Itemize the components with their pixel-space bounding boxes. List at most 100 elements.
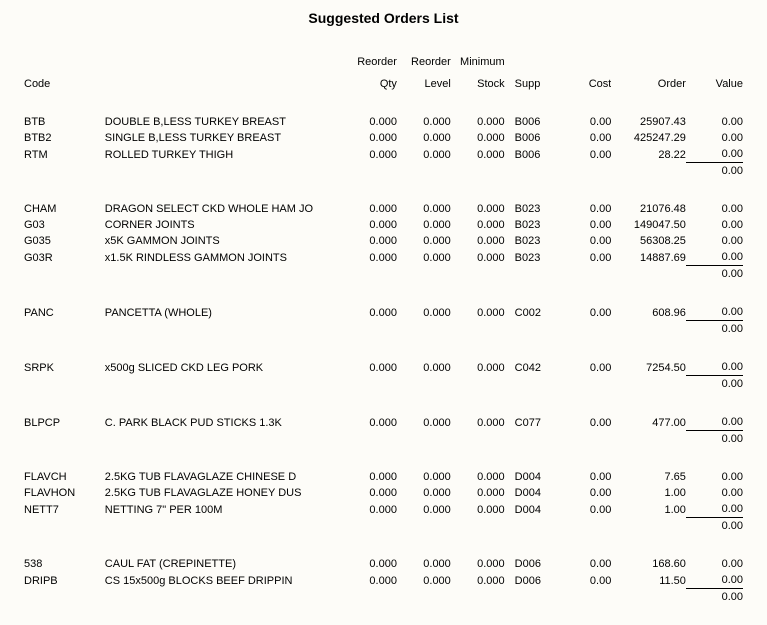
table-row: BTB2SINGLE B,LESS TURKEY BREAST0.0000.00…: [24, 130, 743, 146]
hdr-code: Code: [24, 76, 105, 98]
cell-desc: DRAGON SELECT CKD WHOLE HAM JO: [105, 201, 343, 217]
orders-table: Reorder Reorder Minimum Code Qty Level S…: [24, 54, 743, 605]
cell-cost: 0.00: [554, 359, 611, 376]
cell-reorder-level: 0.000: [397, 114, 451, 130]
cell-cost: 0.00: [554, 114, 611, 130]
cell-order: 28.22: [611, 146, 686, 163]
cell-reorder-qty: 0.000: [343, 556, 397, 572]
cell-value: 0.00: [686, 233, 743, 249]
cell-reorder-qty: 0.000: [343, 572, 397, 589]
cell-supp: B006: [505, 114, 555, 130]
cell-cost: 0.00: [554, 469, 611, 485]
cell-code: G035: [24, 233, 105, 249]
cell-reorder-qty: 0.000: [343, 359, 397, 376]
cell-cost: 0.00: [554, 414, 611, 431]
cell-desc: x1.5K RINDLESS GAMMON JOINTS: [105, 249, 343, 266]
cell-supp: C077: [505, 414, 555, 431]
cell-order: 149047.50: [611, 217, 686, 233]
cell-order: 425247.29: [611, 130, 686, 146]
cell-value: 0.00: [686, 359, 743, 376]
cell-value: 0.00: [686, 201, 743, 217]
cell-desc: NETTING 7" PER 100M: [105, 501, 343, 518]
cell-subtotal: 0.00: [686, 518, 743, 535]
subtotal-row: 0.00: [24, 376, 743, 393]
cell-supp: B023: [505, 217, 555, 233]
cell-order: 56308.25: [611, 233, 686, 249]
cell-code: BLPCP: [24, 414, 105, 431]
cell-subtotal: 0.00: [686, 321, 743, 338]
hdr-order: Order: [611, 76, 686, 98]
cell-code: DRIPB: [24, 572, 105, 589]
cell-reorder-qty: 0.000: [343, 414, 397, 431]
cell-min-stock: 0.000: [451, 485, 505, 501]
cell-reorder-level: 0.000: [397, 201, 451, 217]
cell-min-stock: 0.000: [451, 304, 505, 321]
cell-min-stock: 0.000: [451, 414, 505, 431]
subtotal-row: 0.00: [24, 163, 743, 180]
table-row: PANCPANCETTA (WHOLE)0.0000.0000.000C0020…: [24, 304, 743, 321]
header-row-2: Code Qty Level Stock Supp Cost Order Val…: [24, 76, 743, 98]
cell-reorder-level: 0.000: [397, 359, 451, 376]
cell-order: 1.00: [611, 485, 686, 501]
cell-supp: D004: [505, 501, 555, 518]
subtotal-row: 0.00: [24, 518, 743, 535]
cell-desc: CS 15x500g BLOCKS BEEF DRIPPIN: [105, 572, 343, 589]
cell-desc: CAUL FAT (CREPINETTE): [105, 556, 343, 572]
cell-min-stock: 0.000: [451, 130, 505, 146]
hdr-reorder-level-2: Level: [397, 76, 451, 98]
subtotal-row: 0.00: [24, 266, 743, 283]
hdr-reorder-qty-2: Qty: [343, 76, 397, 98]
cell-order: 11.50: [611, 572, 686, 589]
subtotal-row: 0.00: [24, 431, 743, 448]
table-row: DRIPBCS 15x500g BLOCKS BEEF DRIPPIN0.000…: [24, 572, 743, 589]
cell-value: 0.00: [686, 572, 743, 589]
cell-subtotal: 0.00: [686, 589, 743, 606]
cell-min-stock: 0.000: [451, 146, 505, 163]
cell-subtotal: 0.00: [686, 266, 743, 283]
cell-reorder-qty: 0.000: [343, 304, 397, 321]
cell-cost: 0.00: [554, 201, 611, 217]
cell-value: 0.00: [686, 501, 743, 518]
cell-supp: D006: [505, 572, 555, 589]
cell-order: 477.00: [611, 414, 686, 431]
table-row: G035x5K GAMMON JOINTS0.0000.0000.000B023…: [24, 233, 743, 249]
cell-value: 0.00: [686, 469, 743, 485]
cell-value: 0.00: [686, 146, 743, 163]
cell-value: 0.00: [686, 485, 743, 501]
cell-cost: 0.00: [554, 304, 611, 321]
cell-reorder-qty: 0.000: [343, 233, 397, 249]
cell-code: FLAVHON: [24, 485, 105, 501]
cell-min-stock: 0.000: [451, 359, 505, 376]
cell-desc: 2.5KG TUB FLAVAGLAZE HONEY DUS: [105, 485, 343, 501]
cell-cost: 0.00: [554, 233, 611, 249]
cell-order: 7254.50: [611, 359, 686, 376]
cell-desc: x5K GAMMON JOINTS: [105, 233, 343, 249]
cell-min-stock: 0.000: [451, 572, 505, 589]
cell-reorder-level: 0.000: [397, 556, 451, 572]
cell-code: SRPK: [24, 359, 105, 376]
cell-order: 7.65: [611, 469, 686, 485]
cell-cost: 0.00: [554, 501, 611, 518]
cell-reorder-qty: 0.000: [343, 501, 397, 518]
cell-cost: 0.00: [554, 217, 611, 233]
table-row: SRPKx500g SLICED CKD LEG PORK0.0000.0000…: [24, 359, 743, 376]
cell-code: BTB: [24, 114, 105, 130]
cell-code: CHAM: [24, 201, 105, 217]
table-row: BLPCP C. PARK BLACK PUD STICKS 1.3K0.000…: [24, 414, 743, 431]
cell-min-stock: 0.000: [451, 501, 505, 518]
subtotal-row: 0.00: [24, 589, 743, 606]
header-row-1: Reorder Reorder Minimum: [24, 54, 743, 76]
cell-min-stock: 0.000: [451, 469, 505, 485]
report-page: Suggested Orders List Reorder Reorder Mi…: [0, 0, 767, 625]
cell-min-stock: 0.000: [451, 233, 505, 249]
cell-desc: DOUBLE B,LESS TURKEY BREAST: [105, 114, 343, 130]
cell-reorder-qty: 0.000: [343, 469, 397, 485]
cell-min-stock: 0.000: [451, 217, 505, 233]
cell-reorder-qty: 0.000: [343, 114, 397, 130]
cell-order: 25907.43: [611, 114, 686, 130]
cell-min-stock: 0.000: [451, 114, 505, 130]
cell-min-stock: 0.000: [451, 201, 505, 217]
cell-supp: B023: [505, 233, 555, 249]
cell-cost: 0.00: [554, 485, 611, 501]
cell-order: 1.00: [611, 501, 686, 518]
